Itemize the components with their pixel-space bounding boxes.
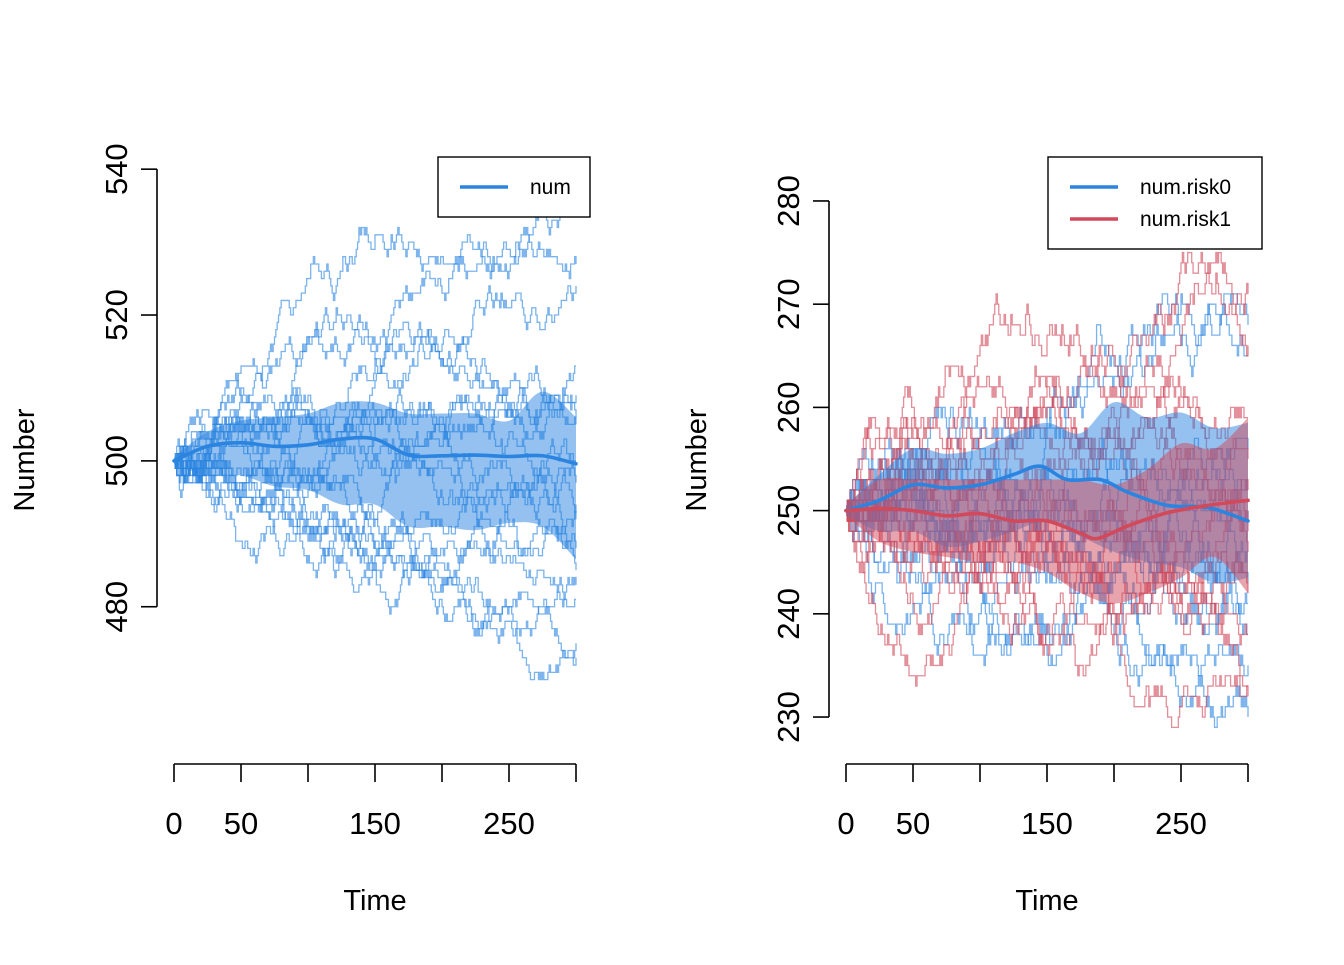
y-axis-title: Number — [681, 408, 713, 511]
panel-left: 480 500 520 540 0 50 150 250 Time Number num — [9, 143, 591, 917]
legend: num.risk0 num.risk1 — [1047, 156, 1263, 250]
y-tick-label-540: 540 — [99, 143, 134, 195]
sim-line-num-16 — [174, 445, 577, 681]
y-tick-label-480: 480 — [99, 581, 134, 633]
y-tick-label-260: 260 — [771, 382, 806, 434]
sim-line-num-2 — [174, 226, 577, 477]
legend-box — [1047, 156, 1263, 250]
mean-line-num — [172, 435, 578, 466]
y-tick-label-250: 250 — [771, 485, 806, 537]
y-tick-label-280: 280 — [771, 175, 806, 227]
legend-label-num-risk0: num.risk0 — [1140, 176, 1231, 199]
sim-line-num-1 — [174, 190, 576, 462]
y-tick-label-230: 230 — [771, 691, 806, 743]
panel-right: 230 240 250 260 270 280 0 50 150 250 Time Number num… — [681, 156, 1263, 917]
x-axis-title: Time — [343, 885, 406, 917]
legend-label-num: num — [530, 176, 571, 199]
band-num-risk1 — [846, 417, 1248, 604]
band-num — [174, 391, 576, 560]
legend-label-num-risk1: num.risk1 — [1140, 208, 1231, 231]
y-axis-title: Number — [9, 408, 41, 511]
x-tick-label-0: 0 — [837, 806, 854, 841]
x-tick-label-250: 250 — [483, 806, 535, 841]
sim-line-num-risk1-1 — [846, 251, 1249, 522]
x-axis-title: Time — [1015, 885, 1078, 917]
x-tick-label-50: 50 — [224, 806, 258, 841]
y-tick-label-500: 500 — [99, 435, 134, 487]
mean-line-num-risk0 — [844, 464, 1250, 523]
x-tick-label-250: 250 — [1155, 806, 1207, 841]
x-tick-label-50: 50 — [896, 806, 930, 841]
x-tick-label-150: 150 — [1021, 806, 1073, 841]
mean-line-num-risk1 — [844, 498, 1250, 541]
sim-line-num-7 — [174, 321, 577, 484]
y-tick-label-270: 270 — [771, 278, 806, 330]
y-tick-label-520: 520 — [99, 289, 134, 341]
legend: num — [437, 156, 591, 218]
x-tick-label-150: 150 — [349, 806, 401, 841]
y-tick-label-240: 240 — [771, 588, 806, 640]
x-tick-label-0: 0 — [165, 806, 182, 841]
